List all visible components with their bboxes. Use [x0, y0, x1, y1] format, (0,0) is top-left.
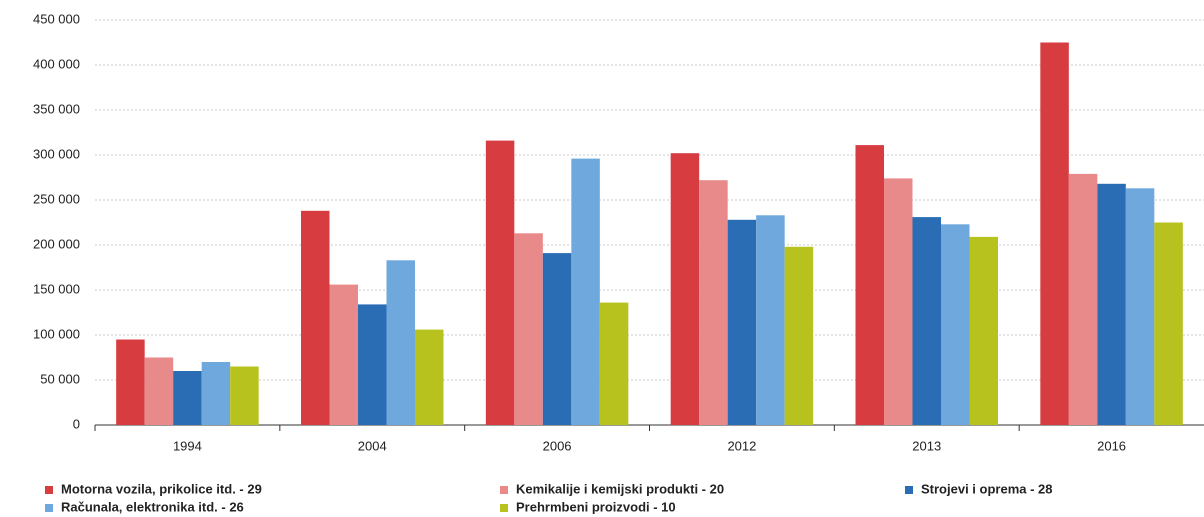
- legend-label: Računala, elektronika itd. - 26: [61, 499, 244, 514]
- legend-swatch: [500, 504, 508, 512]
- bar: [1125, 188, 1155, 425]
- bar: [941, 224, 970, 425]
- bar: [784, 246, 814, 425]
- bar: [1068, 173, 1098, 425]
- bar: [727, 219, 757, 425]
- y-tick-label: 50 000: [40, 371, 80, 386]
- bar: [670, 153, 700, 425]
- bar: [1040, 42, 1069, 425]
- legend-label: Motorna vozila, prikolice itd. - 29: [61, 481, 262, 496]
- x-tick-label: 2006: [543, 438, 572, 453]
- bar: [358, 304, 387, 425]
- y-tick-label: 250 000: [33, 191, 80, 206]
- y-tick-label: 450 000: [33, 11, 80, 26]
- bar: [1154, 222, 1183, 425]
- bar: [542, 253, 572, 425]
- bar: [386, 260, 415, 425]
- bar: [230, 366, 259, 425]
- bar: [301, 210, 330, 425]
- legend-swatch: [905, 486, 913, 494]
- bar: [485, 140, 515, 425]
- y-tick-label: 0: [73, 416, 80, 431]
- y-tick-label: 200 000: [33, 236, 80, 251]
- bar: [116, 339, 145, 425]
- x-tick-label: 2016: [1097, 438, 1126, 453]
- x-tick-label: 2004: [358, 438, 387, 453]
- bar: [571, 158, 600, 425]
- y-tick-label: 350 000: [33, 101, 80, 116]
- x-tick-label: 2013: [912, 438, 941, 453]
- bar: [969, 236, 998, 425]
- legend-swatch: [500, 486, 508, 494]
- legend-label: Prehrmbeni proizvodi - 10: [516, 499, 676, 514]
- y-tick-label: 150 000: [33, 281, 80, 296]
- bar: [144, 357, 174, 425]
- bar: [173, 371, 202, 425]
- bar: [599, 302, 629, 425]
- y-tick-label: 300 000: [33, 146, 80, 161]
- legend-swatch: [45, 486, 53, 494]
- bar: [855, 145, 884, 425]
- bar: [201, 362, 231, 425]
- bar: [912, 217, 941, 425]
- bar: [415, 329, 444, 425]
- legend-label: Kemikalije i kemijski produkti - 20: [516, 481, 724, 496]
- bar: [514, 233, 543, 425]
- legend-swatch: [45, 504, 53, 512]
- bar: [756, 215, 785, 425]
- bar: [329, 284, 358, 425]
- x-tick-label: 1994: [173, 438, 202, 453]
- y-tick-label: 100 000: [33, 326, 80, 341]
- bar: [1097, 183, 1126, 425]
- y-tick-label: 400 000: [33, 56, 80, 71]
- x-tick-label: 2012: [727, 438, 756, 453]
- bar: [699, 180, 728, 425]
- legend-label: Strojevi i oprema - 28: [921, 481, 1053, 496]
- bar: [884, 178, 913, 425]
